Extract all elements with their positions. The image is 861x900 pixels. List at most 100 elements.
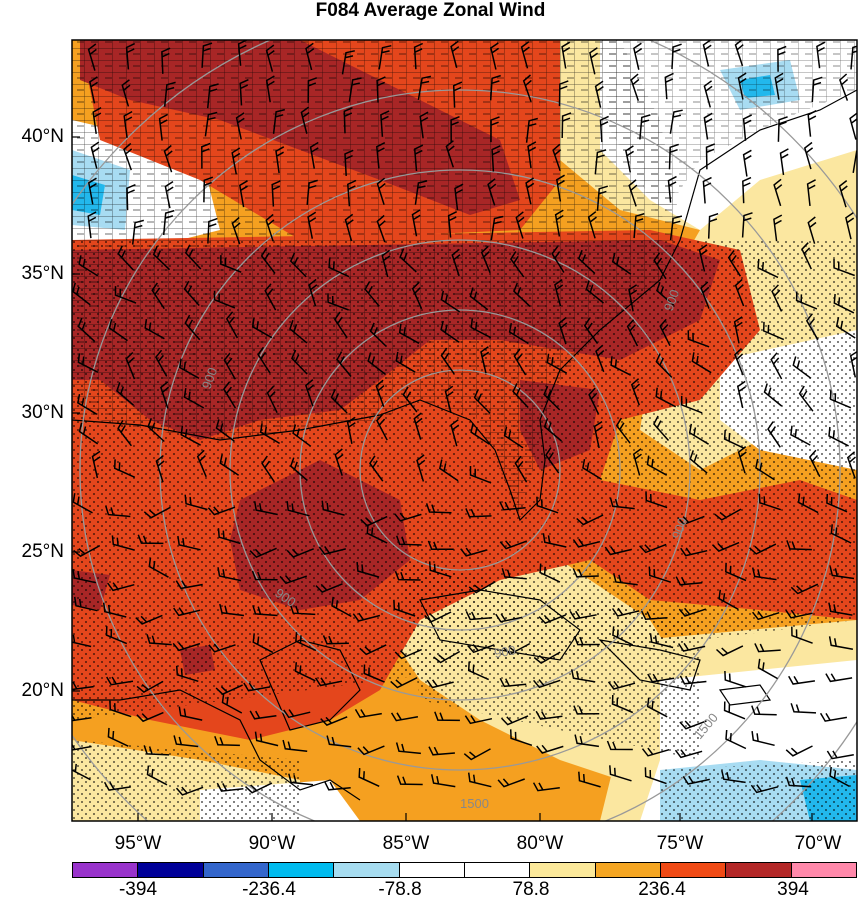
wind-barb [72,568,97,584]
wind-barb [733,316,743,344]
wind-barb [143,745,170,756]
wind-barb [249,547,277,558]
wind-barb [254,731,279,747]
wind-barb [376,177,386,206]
wind-barb [667,175,677,203]
wind-barb [757,658,778,680]
wind-barb [558,80,569,107]
wind-barb [473,389,491,414]
wind-barb [572,538,601,548]
wind-barb [72,282,91,306]
wind-barb [413,412,423,440]
wind-barb [599,115,609,143]
wind-barb [208,643,236,653]
wind-barb [751,567,777,581]
wind-barb [612,626,634,646]
wind-barb [830,524,852,544]
wind-barb [178,358,200,379]
wind-barb [594,149,607,175]
wind-barb [306,179,318,205]
wind-barb [219,603,244,617]
wind-barb [222,381,237,409]
wind-barb [380,110,390,137]
colorbar-segment [399,863,465,877]
wind-barb [610,356,632,376]
wind-barb [396,775,423,786]
wind-barb [225,311,239,339]
wind-barb [520,41,530,69]
map-title: F084 Average Zonal Wind [315,0,546,21]
wind-barb [158,113,168,141]
wind-barb [790,583,819,595]
wind-barb [465,508,492,518]
wind-barb [554,209,564,237]
wind-barb [763,383,783,407]
wind-barb [346,416,356,444]
colorbar-label: -236.4 [242,879,296,900]
wind-barb [460,547,488,557]
wind-barb [320,716,348,726]
wind-barb [178,706,203,721]
wind-barb [839,73,849,101]
wind-barb [344,149,354,176]
wind-barb [583,317,599,345]
wind-barb [846,451,856,479]
wind-barb [774,72,784,100]
wind-barb [647,673,675,683]
wind-barb [136,711,164,723]
wind-barb [845,212,855,240]
wind-barb [469,466,492,484]
wind-barb [645,491,668,509]
wind-barb [499,677,527,688]
wind-barb [561,41,571,69]
wind-barb [265,44,275,72]
wind-barb [343,107,353,134]
wind-barb [161,47,171,74]
wind-barb [495,613,523,623]
colorbar-segment [203,863,269,877]
wind-barb [289,604,316,616]
wind-barb [711,541,740,552]
wind-barb [368,455,384,482]
wind-barb [160,381,170,409]
wind-barb [707,212,719,239]
wind-barb [525,177,535,205]
wind-barb [807,110,817,137]
wind-barb [215,684,243,696]
wind-barb [705,143,716,170]
wind-barb [398,323,420,344]
wind-barb [777,116,788,142]
wind-barb [336,351,352,377]
wind-barb [357,745,385,756]
wind-barb [611,607,640,617]
wind-barb [785,745,813,757]
wind-barb [424,611,452,623]
wind-barb [785,776,812,788]
wind-barb [727,249,742,277]
wind-barb [790,425,811,446]
wind-barb [438,459,459,482]
wind-barb [326,735,352,748]
wind-barb [574,734,600,748]
wind-barb [838,180,848,208]
wind-barb [137,534,164,545]
wind-barb [376,413,388,441]
wind-barb [612,573,638,586]
wind-barb [828,426,849,447]
wind-barb [239,79,249,106]
wind-barb [656,282,675,306]
wind-barb [411,209,421,237]
wind-barb [646,697,668,718]
wind-barb [376,214,386,243]
wind-barb [578,771,601,788]
wind-barb [748,543,777,555]
wind-barb [723,429,745,450]
wind-barb [533,651,561,665]
wind-barb [587,211,597,239]
wind-barb [639,543,667,554]
wind-barb [307,77,318,103]
wind-barb [175,665,199,683]
wind-barb [669,109,683,134]
wind-barb [725,729,747,750]
wind-barb [358,768,380,787]
